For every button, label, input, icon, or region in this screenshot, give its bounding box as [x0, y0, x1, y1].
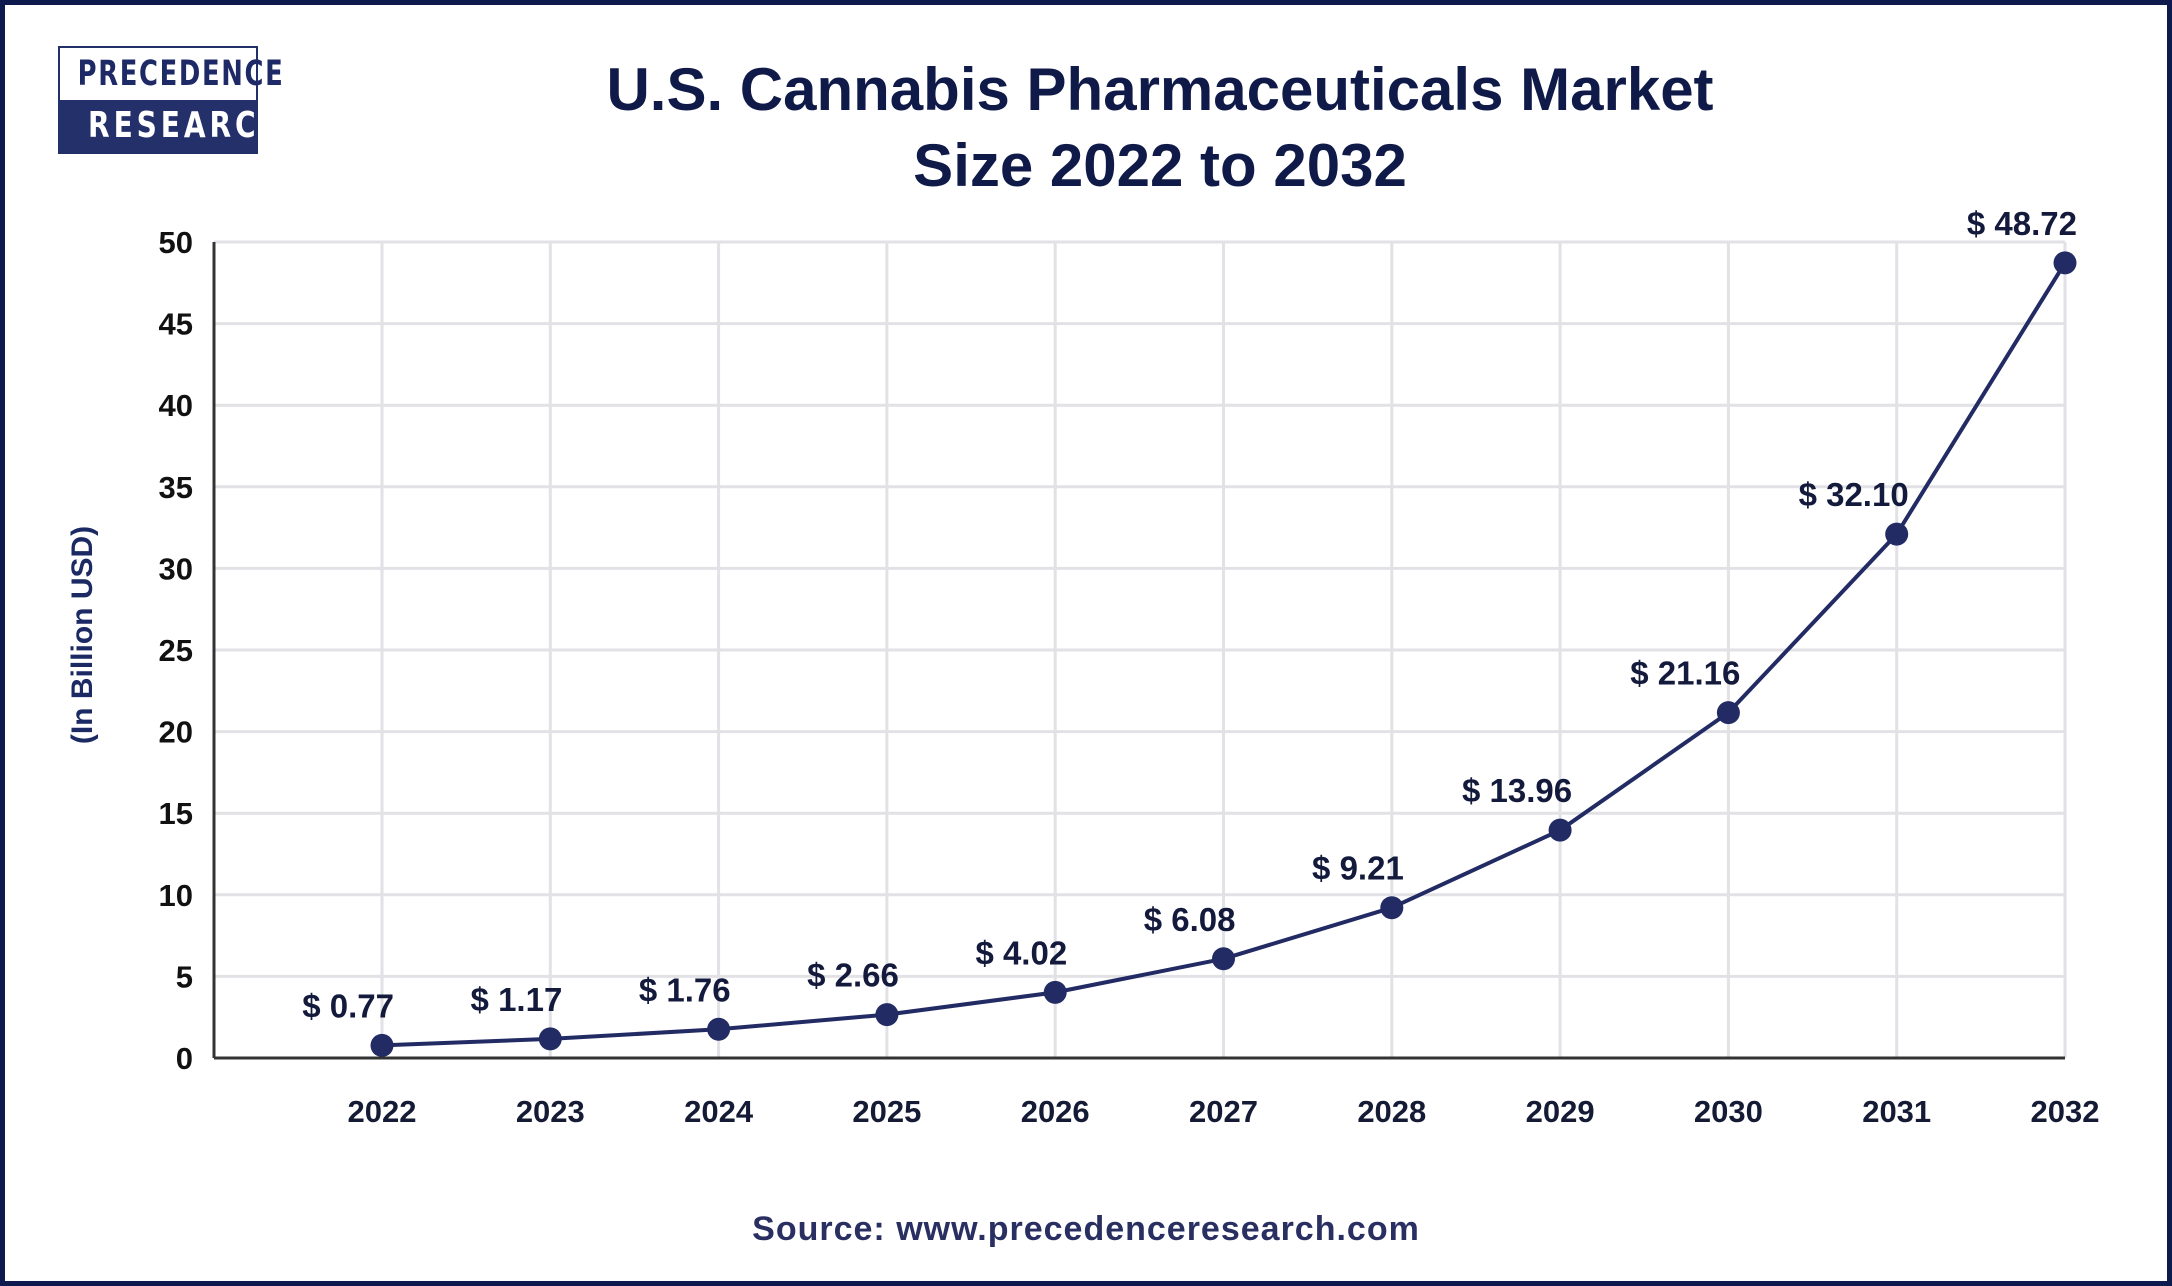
data-label-2026: $ 4.02 [975, 934, 1067, 971]
data-label-2028: $ 9.21 [1312, 850, 1404, 887]
y-tick-label: 30 [159, 551, 193, 586]
x-tick-label: 2032 [2031, 1094, 2100, 1129]
source-text: Source: www.precedenceresearch.com [752, 1210, 1420, 1248]
data-markers [370, 251, 2077, 1057]
y-tick-label: 35 [159, 470, 193, 505]
y-tick-label: 50 [159, 225, 193, 260]
y-tick-label: 20 [159, 715, 193, 750]
x-tick-label: 2025 [852, 1094, 921, 1129]
data-point-2029 [1548, 818, 1572, 842]
data-label-2025: $ 2.66 [807, 957, 899, 994]
title-line1: U.S. Cannabis Pharmaceuticals Market [606, 56, 1714, 123]
data-point-2030 [1716, 701, 1740, 725]
data-label-2023: $ 1.17 [471, 981, 563, 1018]
logo-line2: RESEARCH [88, 105, 287, 146]
data-label-2027: $ 6.08 [1144, 901, 1236, 938]
data-point-2031 [1885, 522, 1909, 546]
data-label-2030: $ 21.16 [1630, 655, 1740, 692]
data-point-2027 [1212, 947, 1235, 971]
y-tick-label: 45 [159, 307, 193, 342]
y-axis-label: (In Billion USD) [66, 526, 99, 744]
data-point-2022 [370, 1033, 394, 1057]
y-tick-label: 15 [159, 796, 193, 831]
y-tick-label: 10 [159, 878, 193, 913]
data-label-2032: $ 48.72 [1967, 205, 2077, 242]
y-tick-label: 0 [176, 1041, 193, 1076]
title-line2: Size 2022 to 2032 [913, 132, 1407, 199]
x-tick-label: 2024 [684, 1094, 754, 1129]
x-tick-label: 2023 [516, 1094, 585, 1129]
data-labels: $ 0.77 $ 1.17 $ 1.76 $ 2.66 $ 4.02 $ 6.08 $ 9.… [302, 205, 2077, 1025]
x-axis-ticks: 2022 2023 2024 2025 2026 2027 2028 2029 2030 2031… [348, 1094, 2100, 1129]
x-tick-label: 2030 [1694, 1094, 1763, 1129]
x-tick-label: 2026 [1021, 1094, 1090, 1129]
x-tick-label: 2022 [348, 1094, 417, 1129]
y-tick-label: 40 [159, 388, 193, 423]
data-point-2023 [538, 1027, 562, 1051]
data-point-2026 [1043, 980, 1067, 1004]
data-label-2029: $ 13.96 [1462, 772, 1572, 809]
data-label-2024: $ 1.76 [639, 971, 731, 1008]
x-tick-label: 2028 [1357, 1094, 1426, 1129]
y-tick-label: 25 [159, 633, 193, 668]
gridlines [214, 240, 2067, 1058]
x-tick-label: 2027 [1189, 1094, 1258, 1129]
data-point-2024 [707, 1017, 731, 1041]
data-point-2028 [1380, 896, 1404, 920]
data-point-2025 [875, 1003, 899, 1027]
data-label-2031: $ 32.10 [1799, 476, 1909, 513]
axes [212, 242, 2065, 1060]
data-point-2032 [2053, 251, 2077, 275]
x-tick-label: 2029 [1526, 1094, 1595, 1129]
x-tick-label: 2031 [1862, 1094, 1931, 1129]
y-tick-label: 5 [176, 959, 193, 994]
chart-title: U.S. Cannabis Pharmaceuticals Market Siz… [400, 52, 1920, 204]
data-label-2022: $ 0.77 [302, 987, 394, 1024]
precedence-research-logo: PRECEDENCE RESEARCH [58, 46, 283, 154]
y-axis-ticks: 0 5 10 15 20 25 30 35 40 45 50 [159, 225, 193, 1076]
